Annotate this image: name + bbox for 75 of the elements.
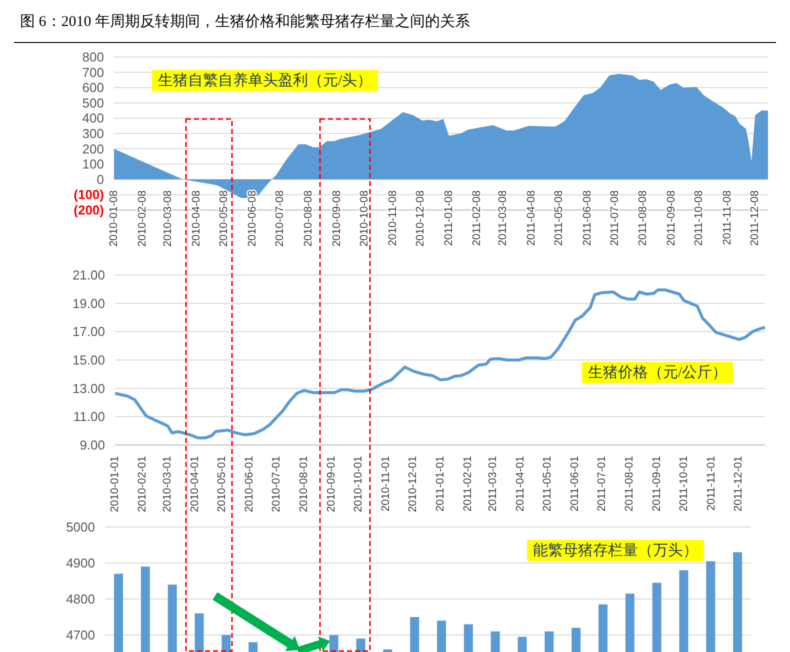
chart-title: 图 6：2010 年周期反转期间，生猪价格和能繁母猪存栏量之间的关系 xyxy=(20,12,470,31)
x-tick-label: 2010-10-01 xyxy=(352,456,364,512)
x-tick-label: 2011-01-01 xyxy=(434,456,446,512)
x-tick-label: 2011-07-01 xyxy=(596,456,608,512)
x-tick-label: 2011-05-08 xyxy=(552,190,565,246)
y-tick-label: 4900 xyxy=(66,556,95,570)
x-tick-label: 2011-08-08 xyxy=(637,190,650,246)
y-tick-label: 5000 xyxy=(66,520,95,534)
y-tick-label: 300 xyxy=(82,126,104,141)
x-tick-label: 2011-11-08 xyxy=(722,190,734,246)
y-tick-label: 800 xyxy=(82,50,104,64)
y-tick-label: 19.00 xyxy=(72,296,105,311)
x-tick-label: 2011-12-08 xyxy=(749,190,762,246)
x-tick-label: 2010-04-08 xyxy=(190,190,203,247)
x-tick-label: 2010-09-08 xyxy=(330,190,343,247)
x-tick-label: 2011-10-08 xyxy=(693,190,706,246)
x-tick-label: 2010-05-01 xyxy=(216,456,228,512)
x-tick-label: 2011-06-08 xyxy=(581,190,594,246)
x-tick-label: 2011-09-08 xyxy=(666,190,678,246)
x-tick-label: 2010-01-01 xyxy=(109,456,121,512)
line-series xyxy=(115,288,765,440)
x-tick-label: 2011-04-01 xyxy=(514,456,527,512)
x-tick-label: 2010-03-01 xyxy=(162,456,174,512)
x-tick-label: 2011-12-01 xyxy=(732,456,744,512)
x-tick-label: 2010-08-01 xyxy=(298,456,310,512)
x-tick-label: 2011-10-01 xyxy=(678,456,690,512)
y-tick-label: 9.00 xyxy=(80,438,105,452)
y-tick-label: 400 xyxy=(82,110,104,126)
x-tick-label: 2011-04-08 xyxy=(525,190,538,246)
x-tick-label: 2010-04-01 xyxy=(189,456,202,512)
x-tick-label: 2010-01-08 xyxy=(108,190,120,247)
x-tick-label: 2011-07-08 xyxy=(608,190,621,246)
x-tick-label: 2011-11-01 xyxy=(706,456,718,511)
x-tick-label: 2011-05-01 xyxy=(541,456,554,512)
x-tick-label: 2010-12-01 xyxy=(406,456,419,512)
y-tick-label: 200 xyxy=(82,141,104,156)
y-tick-label: 500 xyxy=(82,95,104,110)
y-tick-label: 13.00 xyxy=(72,380,105,396)
x-tick-label: 2010-02-08 xyxy=(136,190,148,247)
x-tick-label: 2010-11-01 xyxy=(380,456,392,512)
y-tick-label: 4700 xyxy=(66,628,95,642)
x-tick-label: 2011-02-01 xyxy=(462,456,474,512)
x-tick-label: 2010-07-08 xyxy=(274,190,286,247)
x-tick-label: 2010-08-08 xyxy=(302,190,314,247)
x-tick-label: 2010-12-08 xyxy=(414,190,426,247)
x-tick-label: 2010-06-01 xyxy=(244,456,256,512)
x-tick-label: 2010-06-08 xyxy=(246,190,259,247)
x-tick-label: 2010-02-01 xyxy=(136,456,149,512)
x-tick-label: 2011-03-08 xyxy=(496,190,509,246)
x-tick-label: 2010-05-08 xyxy=(218,190,230,247)
x-tick-label: 2011-03-01 xyxy=(487,456,500,512)
text: 生猪自繁自养单头盈利（元/头） xyxy=(152,70,378,91)
y-tick-label: (200) xyxy=(74,202,104,218)
x-tick-label: 2010-03-08 xyxy=(162,190,174,247)
y-tick-label: 17.00 xyxy=(72,324,105,340)
x-tick-label: 2010-10-08 xyxy=(358,190,370,247)
y-tick-label: 21.00 xyxy=(72,268,105,282)
x-tick-label: 2010-07-01 xyxy=(270,456,282,512)
x-tick-label: 2011-02-08 xyxy=(471,190,484,246)
y-tick-label: 700 xyxy=(82,64,104,80)
y-tick-label: (100) xyxy=(74,187,104,202)
x-tick-label: 2010-09-01 xyxy=(326,456,338,512)
x-tick-label: 2011-09-01 xyxy=(651,456,664,512)
series-label: 能繁母猪存栏量（万头） xyxy=(527,540,704,561)
x-tick-label: 2010-11-08 xyxy=(386,190,399,246)
y-tick-label: 4800 xyxy=(66,592,95,606)
y-tick-label: 600 xyxy=(82,80,104,96)
y-tick-label: 100 xyxy=(82,156,104,172)
x-tick-label: 2011-06-01 xyxy=(569,456,582,512)
x-tick-label: 2011-08-01 xyxy=(623,456,636,512)
y-tick-label: 11.00 xyxy=(73,409,105,424)
y-tick-label: 0 xyxy=(96,172,104,187)
y-tick-label: 15.00 xyxy=(72,352,105,368)
x-tick-label: 2011-01-08 xyxy=(442,190,455,246)
series-label: 生猪价格（元/公斤） xyxy=(582,362,734,383)
